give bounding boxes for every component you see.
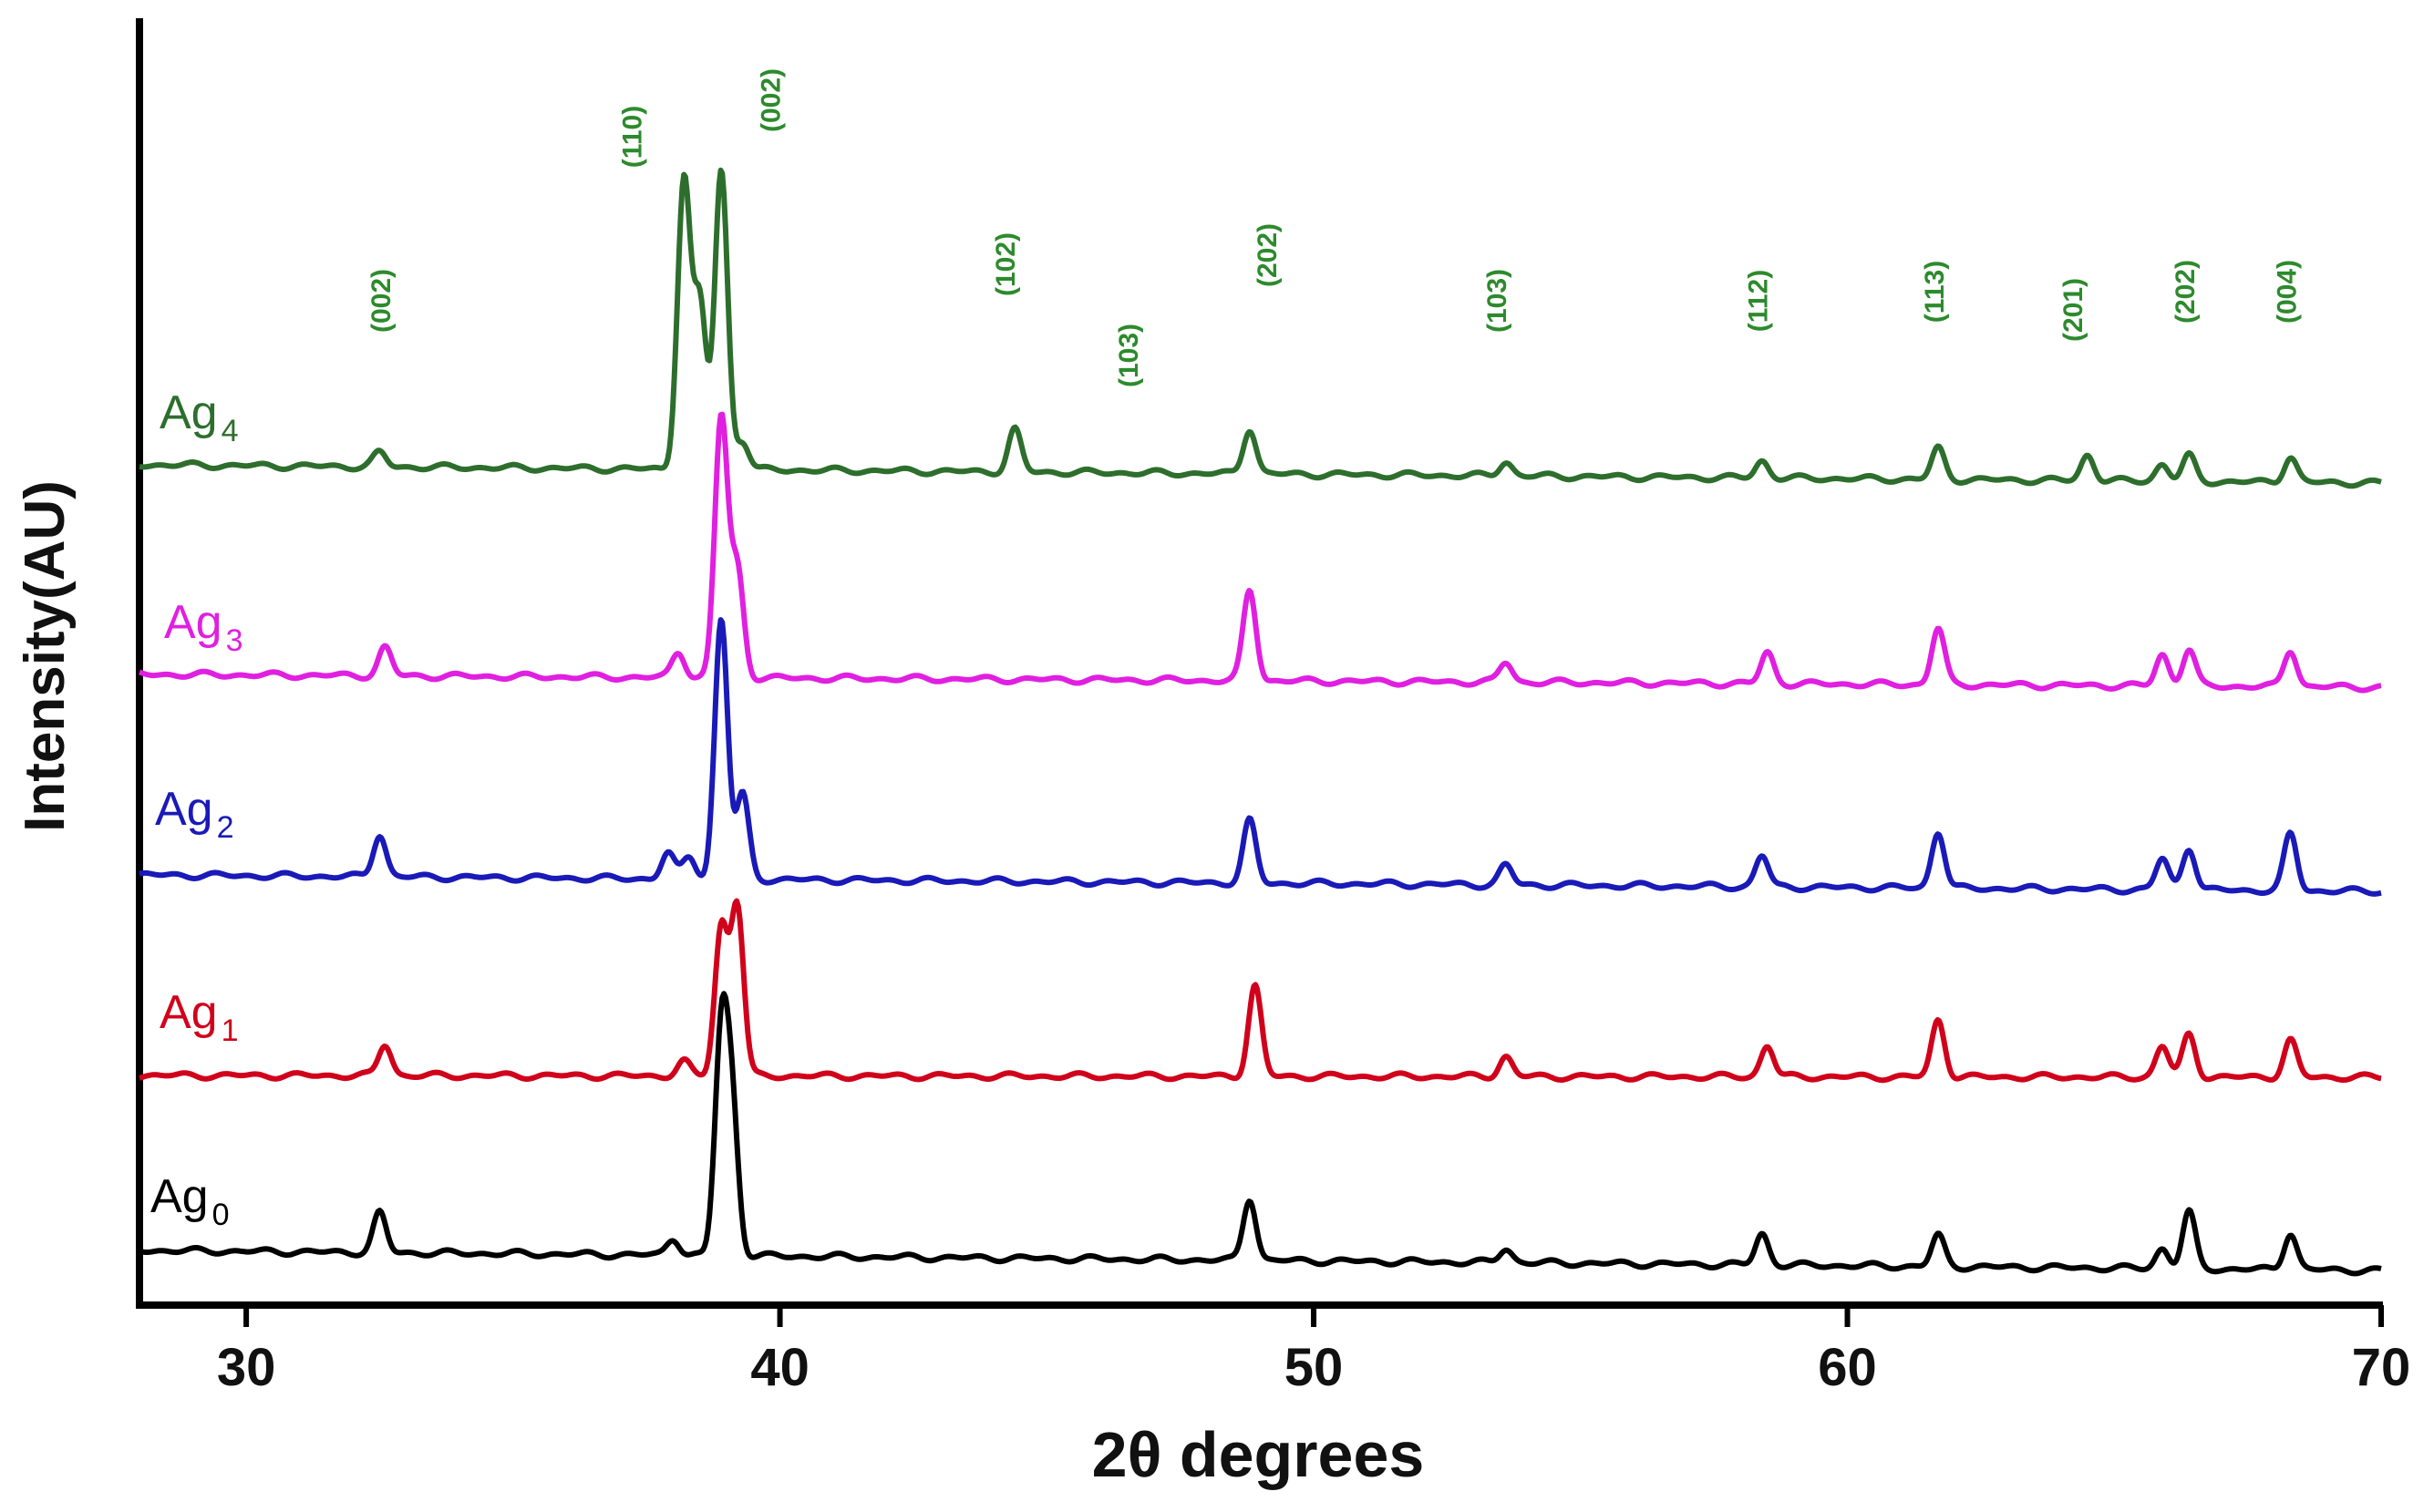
series-label: Ag 2 (155, 783, 234, 845)
peak-label: (002) (366, 269, 397, 333)
peak-label: (201) (2058, 278, 2088, 342)
peak-label: (112) (1744, 270, 1774, 332)
x-tick-label: 30 (217, 1338, 276, 1397)
peak-label: (002) (757, 68, 787, 132)
peak-label: (103) (1114, 324, 1144, 387)
y-axis-label: Intensity(AU) (14, 480, 77, 832)
series-label: Ag 4 (160, 386, 239, 448)
series-labels: Ag 0 Ag 1 Ag 2 Ag 3 Ag 4 (150, 386, 243, 1232)
series-label: Ag 1 (160, 986, 239, 1048)
peak-labels: (002) (110) (002) (102) (103) (202) (103) (112)… (366, 68, 2302, 387)
series-line (138, 617, 2383, 897)
series-line (138, 898, 2383, 1084)
x-tick-labels: 30 40 50 60 70 (217, 1338, 2410, 1397)
peak-label: (103) (1482, 269, 1512, 333)
x-tick-label: 60 (1818, 1338, 1877, 1397)
series-label: Ag 0 (150, 1170, 230, 1232)
axes (136, 18, 2383, 1309)
series-line (138, 991, 2383, 1277)
peak-label: (202) (2171, 260, 2201, 324)
peak-label: (110) (617, 106, 647, 168)
series-label: Ag 3 (164, 596, 243, 658)
series-lines (138, 167, 2383, 1277)
series-line (138, 167, 2383, 489)
peak-label: (113) (1920, 261, 1950, 323)
x-tick-label: 50 (1284, 1338, 1344, 1397)
peak-label: (202) (1253, 223, 1283, 287)
peak-label: (004) (2272, 260, 2302, 324)
x-tick-label: 40 (750, 1338, 810, 1397)
peak-label: (102) (991, 232, 1021, 296)
x-axis-label: 2θ degrees (1092, 1419, 1425, 1490)
x-tick-label: 70 (2352, 1338, 2411, 1397)
x-ticks (243, 1305, 2384, 1327)
series-line (138, 411, 2383, 694)
